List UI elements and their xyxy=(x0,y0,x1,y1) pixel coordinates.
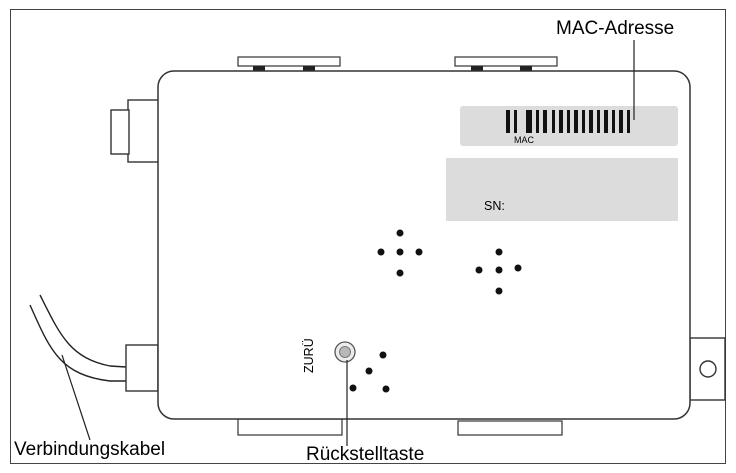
diagram-frame xyxy=(10,9,726,464)
top-clip-right xyxy=(454,56,558,72)
right-mount-tab xyxy=(689,337,726,401)
cable-gland xyxy=(125,344,159,392)
bottom-clip-right xyxy=(457,420,563,436)
mac-address-label: MAC-Adresse xyxy=(556,18,674,39)
bottom-clip-left xyxy=(237,418,343,436)
mac-caption: MAC xyxy=(514,135,535,145)
dot-cluster-right xyxy=(475,248,522,295)
left-connector xyxy=(110,99,161,163)
cable-label: Verbindungskabel xyxy=(14,439,165,460)
serial-caption: SN: xyxy=(484,199,505,213)
reset-short-label: ZURÜ xyxy=(302,338,316,373)
cable-leader-line xyxy=(61,354,91,441)
reset-button[interactable] xyxy=(334,341,356,363)
connection-cable xyxy=(29,294,127,382)
dot-cluster-bottom xyxy=(349,351,390,393)
reset-button-label: Rückstelltaste xyxy=(306,444,424,465)
top-clip-left xyxy=(237,56,341,72)
serial-label-area xyxy=(446,158,678,221)
barcode xyxy=(506,110,630,133)
dot-cluster-left xyxy=(377,229,423,277)
